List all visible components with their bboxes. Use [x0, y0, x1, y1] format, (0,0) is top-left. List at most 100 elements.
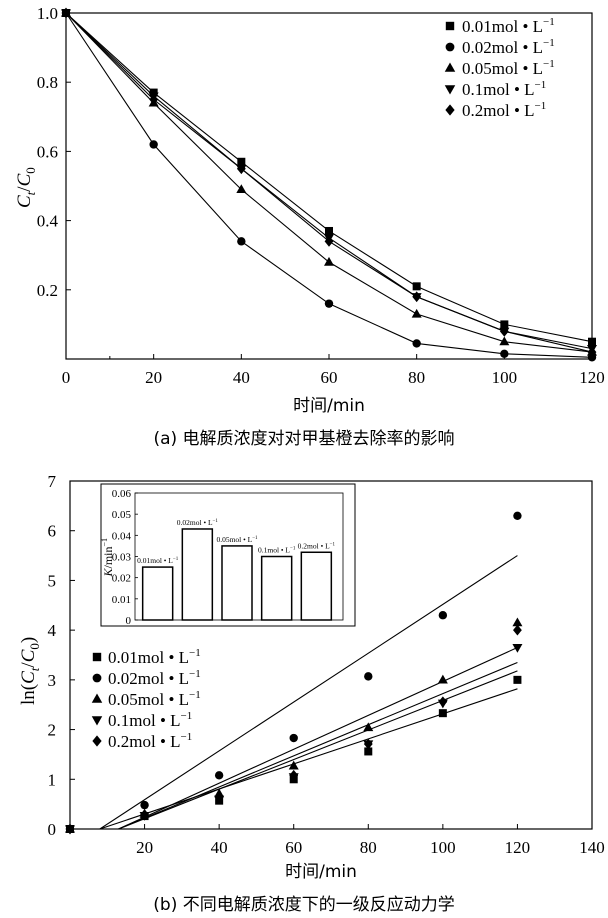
inset-bar-label-3: 0.1mol • L−1 — [258, 546, 296, 555]
data-point-0.05mol — [363, 722, 374, 732]
data-point-0.02mol — [237, 237, 246, 246]
x-tick-label-b: 80 — [360, 838, 377, 857]
data-point-0.02mol — [513, 511, 522, 520]
inset-y-tick-label: 0.02 — [112, 573, 131, 585]
x-tick-label-a: 20 — [145, 368, 162, 387]
inset-y-tick-label: 0.04 — [112, 530, 132, 542]
data-point-0.2mol — [587, 346, 597, 358]
y-tick-label-a: 0.4 — [37, 212, 59, 231]
inset-y-tick-label: 0.05 — [112, 509, 132, 521]
inset-bar-chart: 0 0.01 0.02 0.03 0.04 0.05 0.06 K/min−1 0.01mol … — [100, 483, 356, 627]
data-point-0.2mol — [149, 94, 159, 105]
x-tick-label-a: 80 — [408, 368, 425, 387]
plot-frame-b — [69, 480, 593, 830]
data-point-0.02mol — [364, 672, 373, 681]
inset-bar-4 — [300, 551, 333, 621]
data-point-0.01mol — [325, 226, 333, 235]
x-tick-label-b: 20 — [136, 838, 153, 857]
x-tick-label-b: 140 — [579, 838, 605, 857]
fit-line-0.1mol — [118, 647, 518, 829]
y-tick-label-a: 0.2 — [37, 281, 58, 300]
data-point-0.2mol — [438, 696, 448, 708]
data-point-0.02mol — [324, 299, 334, 308]
x-tick-label-b: 120 — [505, 838, 531, 857]
data-point-0.2mol — [236, 163, 246, 175]
x-tick-label-a: 0 — [62, 368, 71, 387]
data-point-0.2mol — [289, 769, 299, 781]
legend-label-0.02mol: 0.02mol • L−1 — [108, 668, 201, 688]
legend-label-0.01mol: 0.01mol • L−1 — [462, 16, 555, 36]
caption-a: (a) 电解质浓度对对甲基橙去除率的影响 — [153, 429, 455, 449]
caption-b: (b) 不同电解质浓度下的一级反应动力学 — [153, 895, 455, 915]
data-point-0.05mol — [499, 336, 510, 346]
y-tick-label-b: 3 — [48, 671, 57, 690]
data-point-0.2mol — [65, 823, 75, 835]
x-tick-label-a: 40 — [233, 368, 250, 387]
inset-bar-label-1: 0.02mol • L−1 — [177, 518, 219, 527]
inset-y-axis-label: K/min−1 — [100, 538, 115, 578]
data-point-0.02mol — [149, 140, 158, 149]
chart-a: 0 20 40 60 80 100 120 0.2 0.4 0.6 0.8 1.0 时间/min Ct/C… — [14, 4, 605, 416]
legend-marker-0.1mol — [91, 716, 103, 726]
legend-marker-0.05mol — [444, 62, 456, 72]
data-point-0.2mol — [499, 325, 509, 337]
inset-bar-3 — [260, 555, 293, 621]
legend-label-0.02mol: 0.02mol • L−1 — [462, 37, 555, 57]
inset-bar-label-4: 0.2mol • L−1 — [298, 541, 336, 550]
data-point-0.02mol — [438, 611, 448, 620]
x-tick-label-a: 60 — [321, 368, 338, 387]
x-tick-label-b: 40 — [211, 838, 228, 857]
data-point-0.01mol — [438, 709, 447, 718]
data-point-0.05mol — [437, 674, 448, 684]
y-axis-label-b: ln(Ct/C0) — [18, 637, 42, 705]
data-point-0.1mol — [512, 643, 523, 653]
inset-bar-1 — [181, 528, 214, 621]
inset-bar-0 — [141, 566, 174, 621]
data-point-0.01mol — [513, 675, 522, 684]
legend-marker-0.01mol — [445, 21, 455, 31]
data-point-0.2mol — [61, 7, 71, 19]
legend-label-0.2mol: 0.2mol • L−1 — [462, 100, 546, 120]
y-tick-label-b: 2 — [48, 721, 57, 740]
chart-b: 20 40 60 80 100 120 140 0 1 2 3 4 5 6 7 时间/min ln(Ct/C0)… — [18, 472, 605, 882]
data-point-0.05mol — [411, 308, 422, 318]
data-point-0.01mol — [588, 337, 596, 346]
data-point-0.2mol — [363, 738, 373, 750]
data-point-0.2mol — [513, 624, 522, 636]
data-point-0.05mol — [512, 617, 523, 627]
data-point-0.01mol — [237, 157, 246, 166]
data-point-0.01mol — [412, 282, 421, 291]
inset-bar-label-2: 0.05mol • L−1 — [216, 535, 258, 544]
fit-line-0.02mol — [99, 555, 518, 829]
legend-marker-0.2mol — [92, 735, 102, 747]
inset-y-tick-label: 0 — [126, 615, 132, 627]
inset-bar-label-0: 0.01mol • L−1 — [137, 556, 179, 565]
y-tick-label-b: 0 — [48, 820, 57, 839]
inset-bar-2 — [221, 545, 253, 621]
data-point-0.02mol — [289, 733, 298, 743]
legend-label-0.01mol: 0.01mol • L−1 — [108, 647, 201, 667]
y-tick-label-a: 0.8 — [37, 73, 58, 92]
data-point-0.02mol — [500, 349, 509, 359]
x-axis-label-b: 时间/min — [285, 862, 357, 882]
y-axis-label-a: Ct/C0 — [14, 167, 38, 208]
legend-marker-0.01mol — [92, 652, 102, 662]
data-point-0.01mol — [364, 747, 373, 756]
data-point-0.05mol — [236, 184, 247, 194]
inset-y-tick-label: 0.01 — [112, 594, 131, 606]
data-point-0.02mol — [140, 800, 149, 810]
legend-marker-0.02mol — [445, 42, 455, 52]
legend-label-0.05mol: 0.05mol • L−1 — [462, 58, 555, 78]
y-tick-label-b: 5 — [48, 571, 57, 590]
legend-marker-0.02mol — [92, 673, 102, 683]
y-tick-label-b: 6 — [48, 522, 57, 541]
y-tick-label-a: 1.0 — [37, 4, 58, 23]
data-point-0.2mol — [214, 791, 224, 803]
data-point-0.01mol — [500, 320, 509, 329]
legend-label-0.1mol: 0.1mol • L−1 — [108, 710, 192, 730]
fit-line-0.2mol — [118, 670, 518, 829]
fit-line-0.05mol — [118, 661, 518, 829]
y-tick-label-b: 7 — [48, 472, 57, 491]
data-point-0.05mol — [324, 256, 334, 266]
